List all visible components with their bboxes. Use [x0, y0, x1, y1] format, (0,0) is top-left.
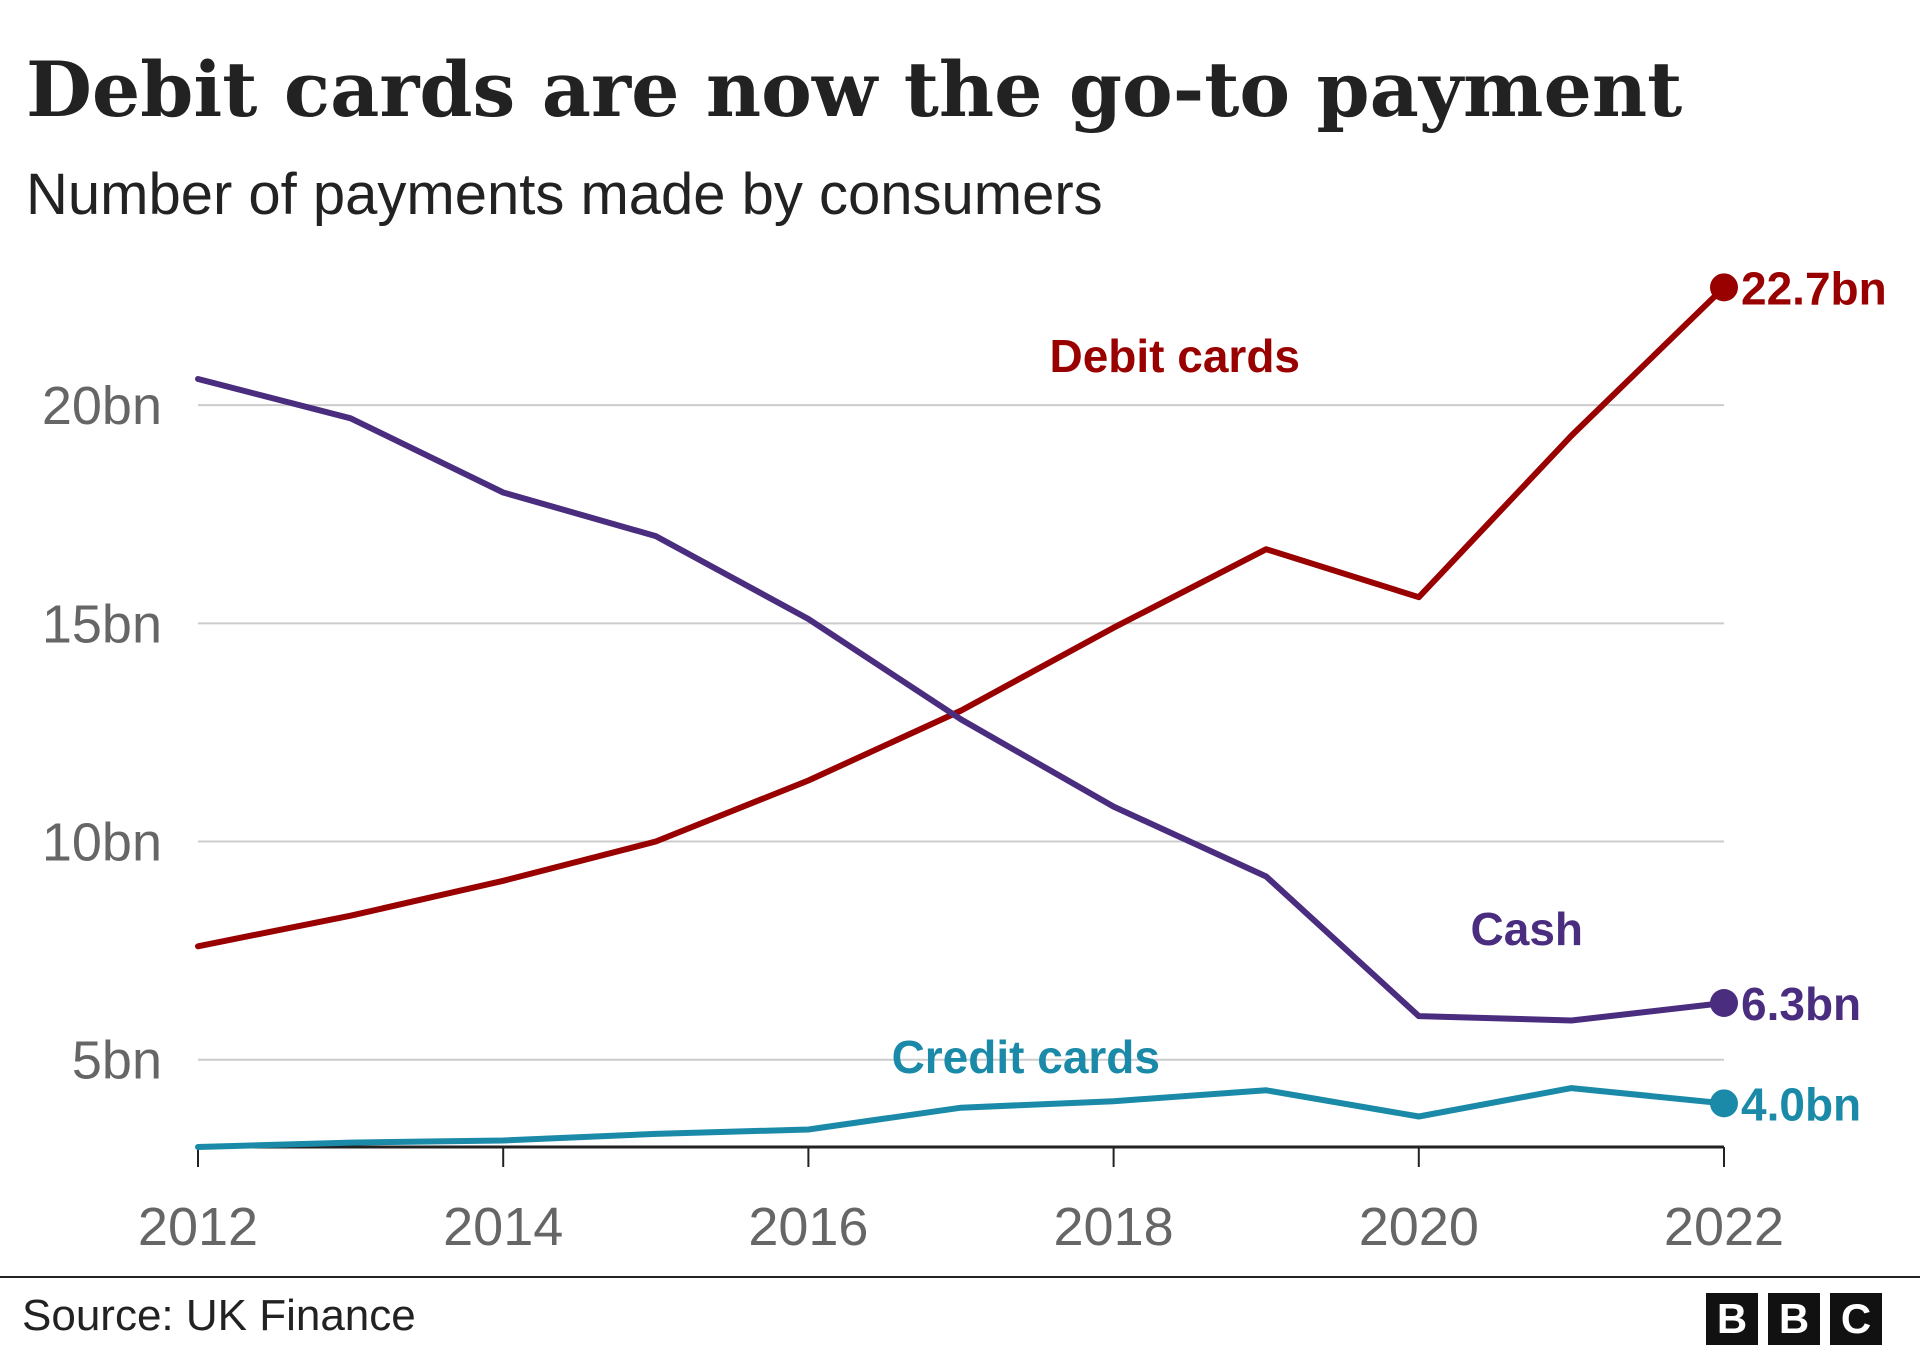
series-name-label: Debit cards — [1049, 330, 1300, 382]
source-note: Source: UK Finance — [22, 1291, 416, 1340]
series-name-label: Credit cards — [892, 1031, 1160, 1083]
y-tick-label: 10bn — [42, 813, 162, 873]
line-chart: 5bn 10bn 15bn 20bn 2012 2014 2016 2018 2020 2022… — [42, 262, 1887, 1257]
x-tick-label: 2022 — [1664, 1197, 1784, 1257]
series-lines — [195, 273, 1738, 1150]
series-end-point — [1710, 989, 1738, 1017]
series-line — [195, 376, 1727, 1024]
series-end-point — [1710, 273, 1738, 302]
x-tick-label: 2014 — [443, 1197, 563, 1257]
series-end-label: 22.7bn — [1741, 262, 1887, 314]
y-tick-label: 15bn — [42, 594, 162, 654]
logo-letter-b1: B — [1706, 1293, 1758, 1345]
x-tick-label: 2016 — [748, 1197, 868, 1257]
x-tick-label: 2018 — [1054, 1197, 1174, 1257]
labels: 22.7bn Debit cards 6.3bn Cash 4.0bn Credit ca… — [892, 262, 1887, 1130]
y-tick-label: 5bn — [72, 1031, 162, 1091]
logo-letter-b2: B — [1768, 1293, 1820, 1345]
x-tick-label: 2020 — [1359, 1197, 1479, 1257]
logo-letter-c: C — [1830, 1293, 1882, 1345]
series-end-label: 6.3bn — [1741, 978, 1861, 1030]
series-line — [195, 1085, 1727, 1150]
chart-subtitle: Number of payments made by consumers — [26, 162, 1103, 227]
footer-divider — [0, 1276, 1920, 1278]
chart-title: Debit cards are now the go-to payment — [26, 45, 1683, 134]
gridlines: 5bn 10bn 15bn 20bn — [42, 376, 1724, 1091]
y-tick-label: 20bn — [42, 376, 162, 436]
series-end-point — [1710, 1089, 1738, 1118]
series-line — [195, 284, 1727, 950]
series-name-label: Cash — [1471, 903, 1583, 955]
x-axis: 2012 2014 2016 2018 2020 2022 — [138, 1145, 1784, 1257]
series-end-label: 4.0bn — [1741, 1078, 1861, 1130]
x-tick-label: 2012 — [138, 1197, 258, 1257]
bbc-logo: B B C — [1706, 1293, 1882, 1345]
